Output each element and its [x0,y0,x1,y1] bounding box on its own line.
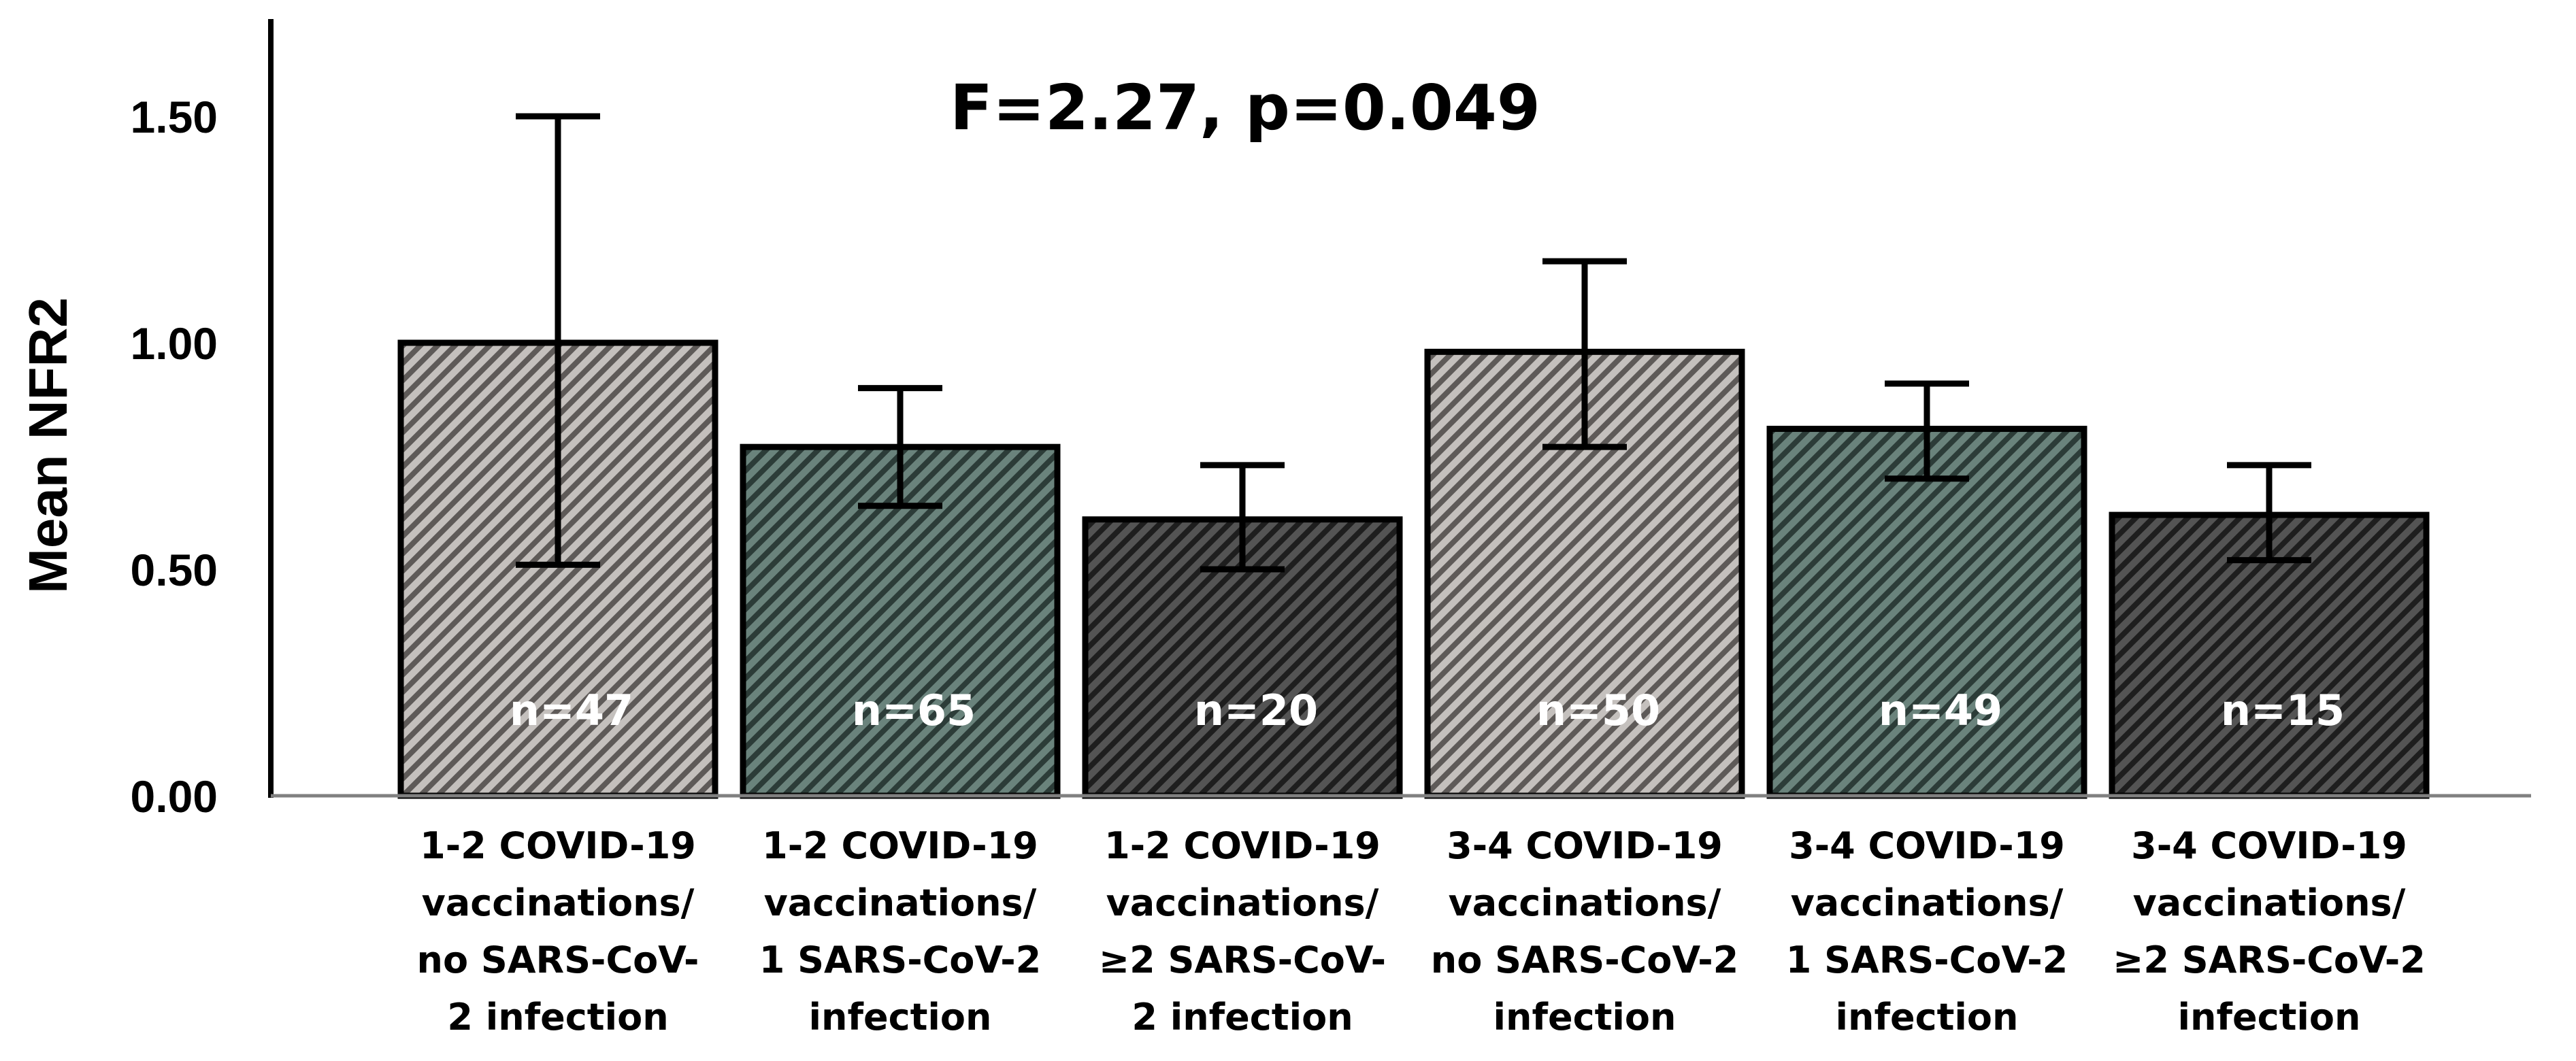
n-label: n=20 [1194,686,1318,735]
category-label-line: infection [2178,996,2361,1039]
category-label-line: 1-2 COVID-19 [762,824,1038,867]
category-label-line: ≥2 SARS-CoV- [1099,939,1386,981]
category-label-line: 2 infection [447,996,668,1039]
category-label-line: 3-4 COVID-19 [1789,824,2065,867]
n-label: n=15 [2221,686,2345,735]
stats-annotation: F=2.27, p=0.049 [950,71,1540,144]
category-label-line: vaccinations/ [1106,881,1379,924]
error-bar [2227,462,2311,564]
category-label: 1-2 COVID-19 vaccinations/1 SARS-CoV-2 inf… [759,824,1042,1039]
category-label-line: vaccinations/ [2133,881,2406,924]
category-label: 3-4 COVID-19 vaccinations/no SARS-CoV-2 in… [1431,824,1739,1039]
category-label-line: 1-2 COVID-19 [1104,824,1381,867]
n-label: n=50 [1536,686,1660,735]
category-label: 1-2 COVID-19 vaccinations/no SARS-CoV- 2 i… [417,824,699,1039]
category-label-line: vaccinations/ [764,881,1037,924]
category-label: 3-4 COVID-19 vaccinations/1 SARS-CoV-2 inf… [1786,824,2068,1039]
y-axis-label: Mean NFR2 [18,297,78,594]
n-label: n=65 [852,686,976,735]
x-category-labels: 1-2 COVID-19 vaccinations/no SARS-CoV-2 i… [417,824,2426,1039]
category-label-line: 1-2 COVID-19 [420,824,696,867]
bar [1424,348,1745,799]
category-label-line: ≥2 SARS-CoV-2 [2113,939,2426,981]
error-bar [516,113,600,568]
category-label-line: 2 infection [1132,996,1353,1039]
bar [1766,426,2087,799]
y-tick-label: 1.50 [131,92,218,142]
bars-layer [397,339,2430,799]
category-label-line: vaccinations/ [1449,881,1721,924]
error-bars-layer [516,113,2311,573]
category-label-line: infection [1493,996,1677,1039]
y-tick-label: 1.00 [131,318,218,369]
n-label: n=49 [1879,686,2002,735]
n-labels-layer: n=47 n=65 n=20 n=50 n=49 n=15 [510,686,2345,735]
category-label-line: 1 SARS-CoV-2 [1786,939,2068,981]
category-label: 1-2 COVID-19 vaccinations/ ≥2 SARS-CoV- 2 i… [1099,824,1386,1039]
category-label-line: 3-4 COVID-19 [1447,824,1723,867]
category-label-line: no SARS-CoV- [417,939,699,981]
error-bar [1885,380,1969,482]
category-label: 3-4 COVID-19 vaccinations/ ≥2 SARS-CoV-2 in… [2113,824,2426,1039]
y-tick-labels: 0.00 0.50 1.00 1.50 [131,92,218,822]
error-bar [1542,258,1627,450]
category-label-line: vaccinations/ [422,881,695,924]
category-label-line: infection [809,996,992,1039]
y-tick-label: 0.50 [131,545,218,595]
category-label-line: infection [1836,996,2019,1039]
error-bar [858,385,942,509]
category-label-line: 3-4 COVID-19 [2131,824,2407,867]
error-bar [1200,462,1285,573]
category-label-line: vaccinations/ [1791,881,2064,924]
category-label-line: no SARS-CoV-2 [1431,939,1739,981]
y-tick-label: 0.00 [131,771,218,822]
n-label: n=47 [510,686,633,735]
category-label-line: 1 SARS-CoV-2 [759,939,1042,981]
